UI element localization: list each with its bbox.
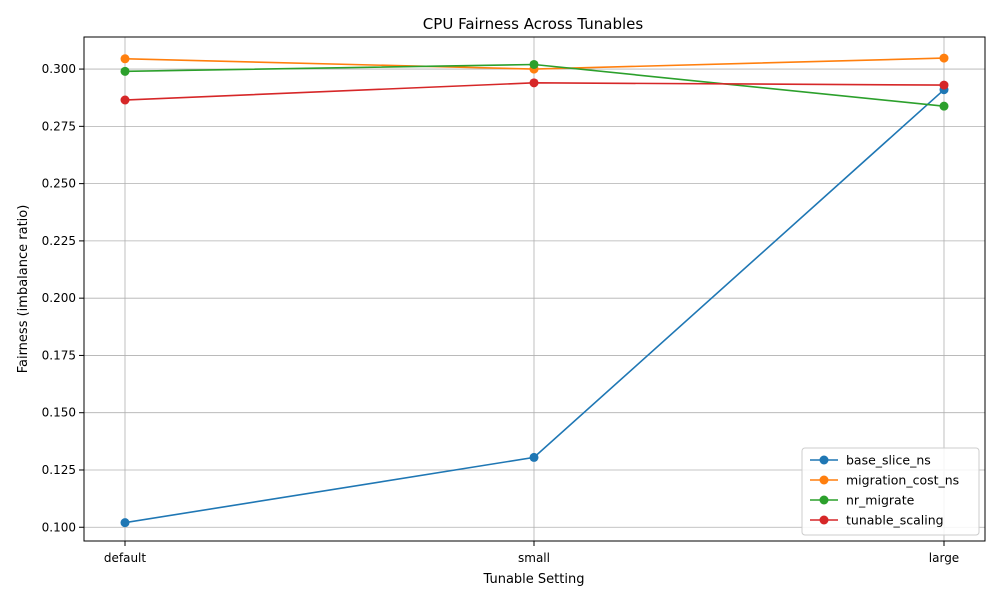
series-nr_migrate xyxy=(120,59,949,111)
legend-label: migration_cost_ns xyxy=(846,473,959,488)
legend-label: base_slice_ns xyxy=(846,453,931,468)
legend-item: base_slice_ns xyxy=(810,453,931,468)
data-point xyxy=(939,80,949,90)
y-tick-label: 0.300 xyxy=(42,62,76,76)
y-tick-label: 0.100 xyxy=(42,520,76,534)
data-point xyxy=(120,95,130,105)
x-axis-ticks: default small large xyxy=(104,541,959,565)
series-tunable_scaling xyxy=(120,78,949,105)
data-point xyxy=(939,101,949,111)
legend-marker xyxy=(819,475,829,485)
data-point xyxy=(120,66,130,76)
y-axis-ticks: 0.100 0.125 0.150 0.175 0.200 0.225 0.250 0.275… xyxy=(42,62,84,534)
data-point xyxy=(529,452,539,462)
y-tick-label: 0.150 xyxy=(42,406,76,420)
legend-box xyxy=(801,447,980,536)
x-tick-label: large xyxy=(929,551,959,565)
legend-label: nr_migrate xyxy=(846,493,915,508)
data-point xyxy=(529,59,539,69)
y-tick-label: 0.200 xyxy=(42,291,76,305)
y-axis-label: Fairness (imbalance ratio) xyxy=(16,205,31,374)
legend: base_slice_ns migration_cost_ns nr_migrate… xyxy=(801,447,980,536)
legend-marker xyxy=(819,455,829,465)
legend-item: nr_migrate xyxy=(810,493,915,508)
legend-item: migration_cost_ns xyxy=(810,473,959,488)
data-point xyxy=(120,54,130,64)
data-point xyxy=(529,78,539,88)
x-tick-label: small xyxy=(518,551,550,565)
y-tick-label: 0.250 xyxy=(42,177,76,191)
x-axis-label: Tunable Setting xyxy=(483,572,585,587)
legend-item: tunable_scaling xyxy=(810,513,944,528)
chart-title: CPU Fairness Across Tunables xyxy=(423,15,644,33)
y-tick-label: 0.175 xyxy=(42,348,76,362)
y-tick-label: 0.275 xyxy=(42,119,76,133)
legend-marker xyxy=(819,495,829,505)
data-point xyxy=(120,518,130,528)
y-tick-label: 0.125 xyxy=(42,463,76,477)
data-point xyxy=(939,53,949,63)
x-tick-label: default xyxy=(104,551,147,565)
legend-label: tunable_scaling xyxy=(846,513,944,528)
y-tick-label: 0.225 xyxy=(42,234,76,248)
series-layer xyxy=(120,53,949,528)
legend-marker xyxy=(819,515,829,525)
